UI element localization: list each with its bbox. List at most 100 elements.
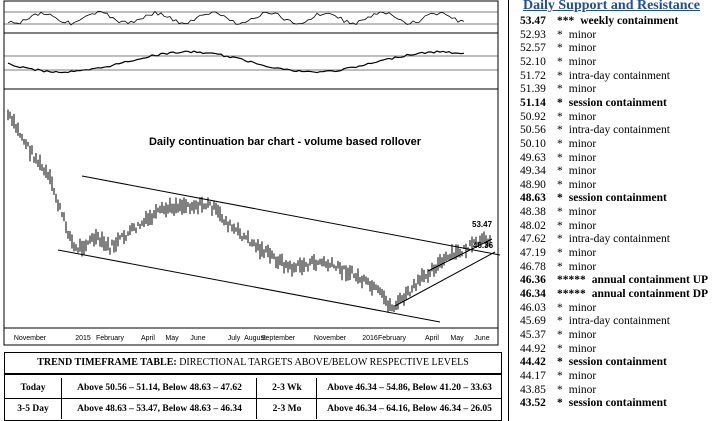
level-note: minor xyxy=(568,206,597,219)
level-price: 46.34 xyxy=(520,288,546,300)
level-stars: ***** xyxy=(557,274,586,287)
level-price: 46.78 xyxy=(520,260,546,273)
level-price: 43.52 xyxy=(520,397,546,410)
level-stars: * xyxy=(557,137,563,150)
x-axis-label: 2015 xyxy=(75,335,91,342)
oscillator xyxy=(7,10,465,26)
level-row: 48.63 * session containment xyxy=(520,192,667,205)
level-price: 45.69 xyxy=(520,315,546,328)
level-row: 52.93 * minor xyxy=(520,29,596,42)
level-price: 51.72 xyxy=(520,69,546,82)
level-row: 47.62 * intra-day containment xyxy=(520,233,670,246)
table-cell: Above 50.56 – 51.14, Below 48.63 – 47.62 xyxy=(61,378,257,398)
x-axis-label: February xyxy=(96,335,125,342)
level-row: 49.63 * minor xyxy=(520,152,596,165)
macd xyxy=(7,50,465,74)
level-row: 52.10 * minor xyxy=(520,56,596,69)
level-row: 44.42 * session containment xyxy=(520,356,667,369)
level-row: 47.19 * minor xyxy=(520,247,596,260)
level-note: minor xyxy=(568,165,597,178)
level-note: intra-day containment xyxy=(568,233,670,246)
x-axis-label: November xyxy=(314,335,347,342)
x-axis-label: May xyxy=(165,335,179,342)
level-note: minor xyxy=(568,328,597,341)
table-cell: 2-3 Mo xyxy=(256,399,317,419)
level-row: 51.14 * session containment xyxy=(520,97,667,110)
level-price: 46.03 xyxy=(520,301,546,314)
level-note: annual containment UP xyxy=(591,274,709,287)
level-price: 50.92 xyxy=(520,110,546,123)
level-price: 52.93 xyxy=(520,28,546,41)
x-axis-label: November xyxy=(14,335,47,342)
level-note: minor xyxy=(568,301,597,314)
price-bars xyxy=(7,109,491,313)
level-stars: * xyxy=(557,165,563,178)
x-axis-label: August xyxy=(244,335,266,342)
row-divider xyxy=(5,398,501,399)
x-axis-label: September xyxy=(261,335,296,342)
level-note: minor xyxy=(568,110,597,123)
level-row: 51.39 * minor xyxy=(520,83,596,96)
level-row: 44.17 * minor xyxy=(520,370,596,383)
x-axis-label: June xyxy=(190,335,205,342)
level-note: annual containment DP xyxy=(591,288,709,300)
callout: 46.36 xyxy=(473,241,494,250)
level-price: 48.38 xyxy=(520,206,546,219)
table-cell: Today xyxy=(20,383,46,393)
level-row: 50.56 * intra-day containment xyxy=(520,124,670,137)
level-note: session containment xyxy=(568,96,667,109)
level-price: 50.56 xyxy=(520,124,546,137)
level-row: 46.34 ***** annual containment DP xyxy=(520,288,708,301)
level-stars: * xyxy=(557,328,563,341)
callout: 53.47 xyxy=(472,220,493,229)
table-cell: Above 46.34 – 64.16, Below 46.34 – 26.05 xyxy=(316,399,502,419)
chart-caption: Daily continuation bar chart - volume ba… xyxy=(149,136,422,148)
level-price: 53.47 xyxy=(520,15,546,27)
level-note: minor xyxy=(568,151,597,164)
level-stars: ***** xyxy=(557,288,586,300)
level-note: session containment xyxy=(568,356,667,369)
level-stars: * xyxy=(557,69,563,82)
levels-panel: Daily Support and Resistance 53.47 *** wee… xyxy=(508,0,719,421)
chart: Daily continuation bar chart - volume ba… xyxy=(3,0,501,346)
channel-line xyxy=(57,249,441,323)
x-axis-label: April xyxy=(425,335,439,342)
level-note: minor xyxy=(568,137,597,150)
level-stars: * xyxy=(557,151,563,164)
table-cell: Above 46.34 – 54.86, Below 41.20 – 33.63 xyxy=(316,378,502,398)
level-price: 43.85 xyxy=(520,383,546,396)
table-subtitle: DIRECTIONAL TARGETS ABOVE/BELOW RESPECTI… xyxy=(179,357,469,368)
channel-line xyxy=(394,251,496,307)
level-stars: * xyxy=(557,369,563,382)
x-axis-label: April xyxy=(141,335,155,342)
level-note: minor xyxy=(568,247,597,260)
level-row: 48.90 * minor xyxy=(520,179,596,192)
level-stars: * xyxy=(557,315,563,328)
x-axis-label: 2016 xyxy=(362,335,378,342)
level-row: 45.69 * intra-day containment xyxy=(520,315,670,328)
level-row: 45.37 * minor xyxy=(520,329,596,342)
level-stars: * xyxy=(557,233,563,246)
level-price: 51.39 xyxy=(520,83,546,96)
level-row: 48.38 * minor xyxy=(520,206,596,219)
level-stars: * xyxy=(557,397,563,410)
level-stars: * xyxy=(557,96,563,109)
table-title-bold: TREND TIMEFRAME TABLE: xyxy=(37,357,177,368)
level-stars: * xyxy=(557,206,563,219)
level-stars: * xyxy=(557,124,563,137)
level-row: 44.92 * minor xyxy=(520,343,596,356)
level-note: minor xyxy=(568,55,597,68)
level-price: 44.17 xyxy=(520,369,546,382)
level-note: minor xyxy=(568,42,597,55)
level-note: minor xyxy=(568,369,597,382)
level-stars: * xyxy=(557,301,563,314)
level-stars: * xyxy=(557,247,563,260)
level-price: 48.90 xyxy=(520,178,546,191)
level-price: 44.42 xyxy=(520,356,546,369)
level-row: 43.85 * minor xyxy=(520,384,596,397)
x-axis-label: June xyxy=(474,335,489,342)
level-note: intra-day containment xyxy=(568,315,670,328)
level-note: minor xyxy=(568,178,597,191)
level-note: minor xyxy=(568,260,597,273)
